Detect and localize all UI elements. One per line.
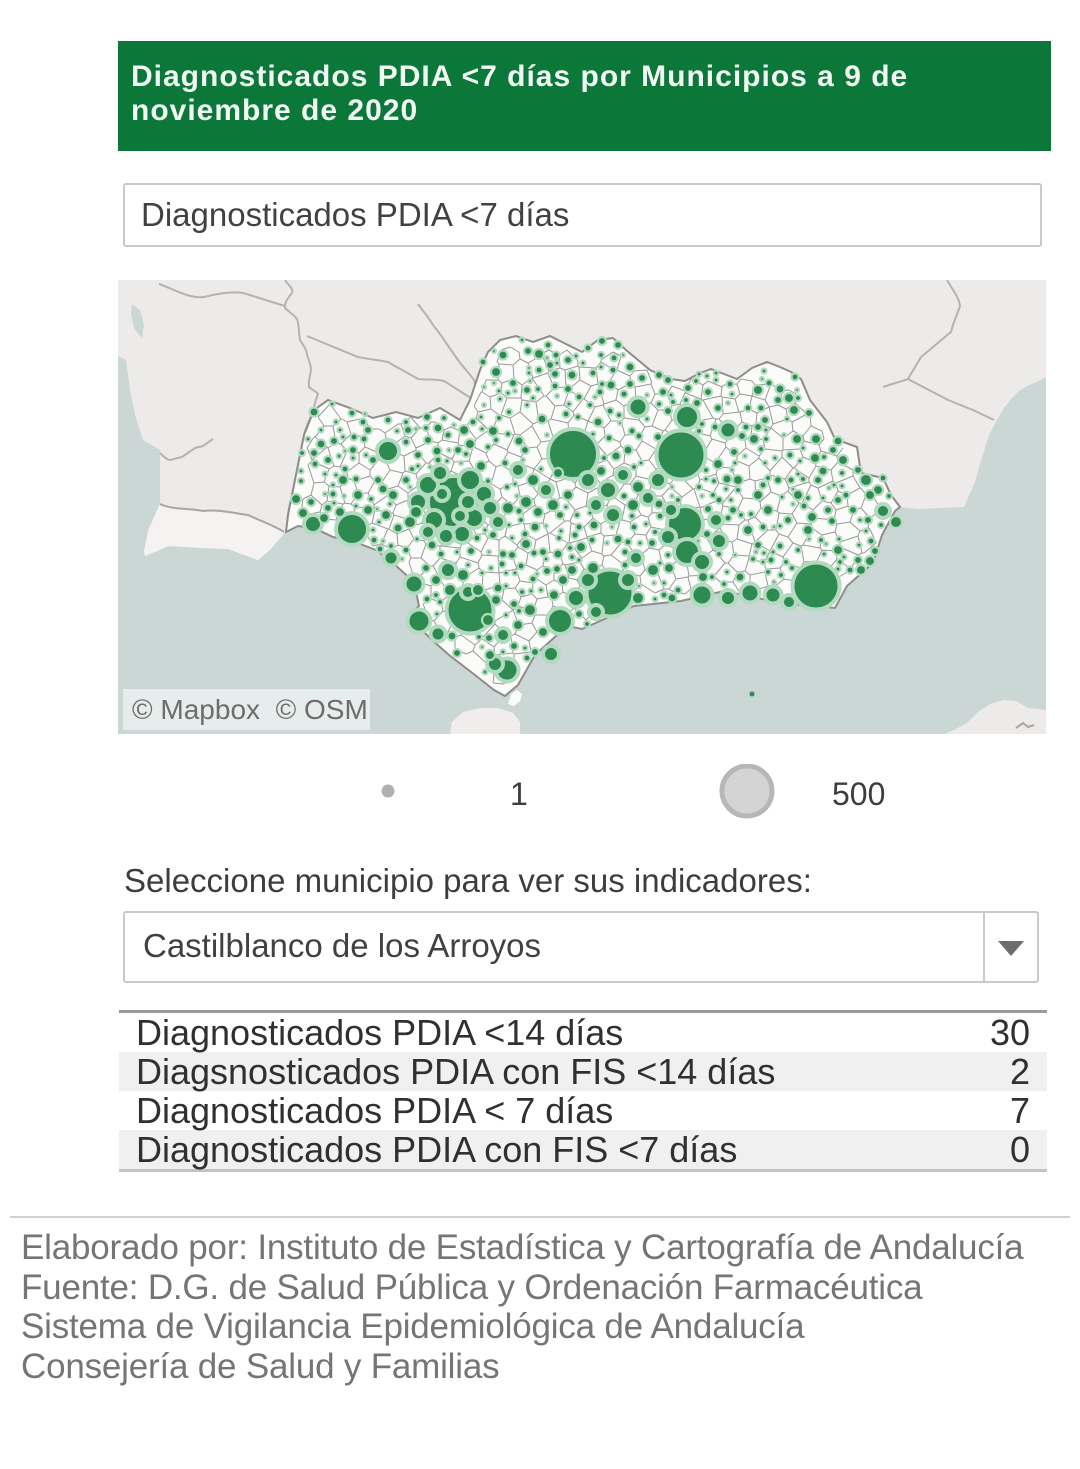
svg-text:500: 500 (832, 776, 885, 812)
svg-text:1: 1 (510, 776, 528, 812)
